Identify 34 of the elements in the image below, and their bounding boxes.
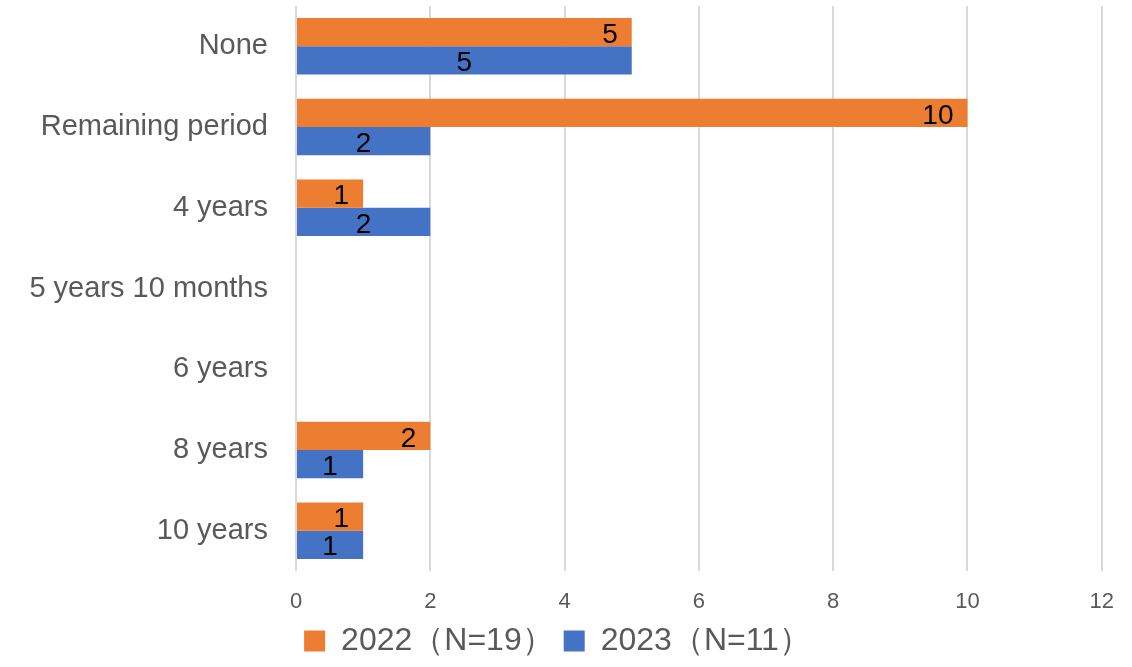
y-tick-label: 4 years — [172, 189, 268, 222]
x-tick-label: 8 — [827, 588, 840, 614]
data-label: 2 — [355, 207, 372, 239]
bar — [297, 421, 431, 450]
bar — [297, 127, 431, 156]
data-label: 2 — [355, 126, 372, 158]
bar — [297, 18, 632, 47]
y-tick-label: 10 years — [156, 512, 268, 545]
data-label: 5 — [456, 46, 473, 78]
y-tick-label: Remaining period — [40, 109, 268, 142]
x-tick-label: 4 — [558, 588, 571, 614]
x-tick-label: 2 — [424, 588, 437, 614]
data-label: 1 — [333, 179, 350, 211]
x-tick-label: 0 — [289, 588, 303, 614]
x-tick-label: 10 — [955, 588, 980, 614]
y-tick-label: 6 years — [172, 351, 268, 384]
x-tick-label: 12 — [1089, 588, 1115, 614]
bar — [297, 502, 364, 531]
y-tick-label: None — [198, 28, 268, 61]
bar — [297, 98, 968, 128]
bar — [297, 207, 431, 237]
data-label: 5 — [602, 17, 618, 49]
bar — [297, 449, 364, 479]
legend-label: 2023（N=11） — [600, 620, 811, 657]
bar — [297, 46, 632, 75]
data-label: 2 — [400, 421, 417, 453]
legend-label: 2022（N=19） — [341, 620, 554, 657]
y-tick-label: 5 years 10 months — [29, 270, 268, 303]
data-label: 1 — [322, 449, 338, 481]
data-label: 10 — [922, 98, 954, 130]
bar — [297, 530, 364, 559]
y-tick-label: 8 years — [172, 431, 268, 464]
bar — [297, 179, 364, 208]
x-tick-label: 6 — [692, 588, 706, 614]
